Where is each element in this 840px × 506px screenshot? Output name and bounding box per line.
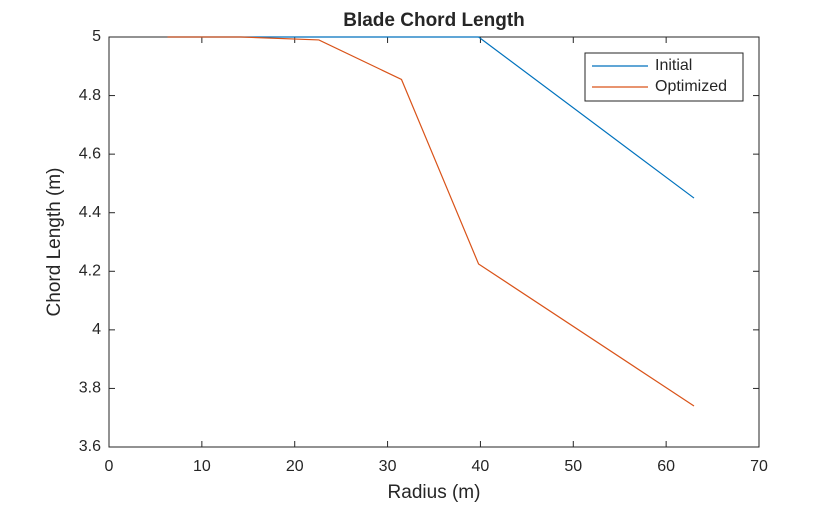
series-line <box>167 36 695 407</box>
x-tick-label: 50 <box>564 458 582 475</box>
y-tick-label: 4.4 <box>79 204 101 221</box>
y-tick-label: 4.8 <box>79 87 101 104</box>
legend-label: Initial <box>655 57 692 74</box>
x-tick-label: 70 <box>750 458 768 475</box>
y-tick-label: 4.6 <box>79 145 101 162</box>
legend-label: Optimized <box>655 78 727 95</box>
x-tick-label: 40 <box>472 458 490 475</box>
y-tick-label: 3.8 <box>79 380 101 397</box>
y-tick-label: 4.2 <box>79 263 101 280</box>
y-tick-label: 4 <box>92 321 101 338</box>
legend-box <box>584 52 744 102</box>
x-tick-label: 20 <box>286 458 304 475</box>
chart-title: Blade Chord Length <box>343 10 525 31</box>
plot-area <box>108 36 760 448</box>
x-tick-label: 0 <box>105 458 114 475</box>
x-axis-label: Radius (m) <box>388 482 481 503</box>
x-tick-label: 60 <box>657 458 675 475</box>
y-tick-label: 3.6 <box>79 438 101 455</box>
y-axis-label: Chord Length (m) <box>44 168 65 317</box>
x-tick-label: 10 <box>193 458 211 475</box>
y-tick-label: 5 <box>92 28 101 45</box>
x-tick-label: 30 <box>379 458 397 475</box>
